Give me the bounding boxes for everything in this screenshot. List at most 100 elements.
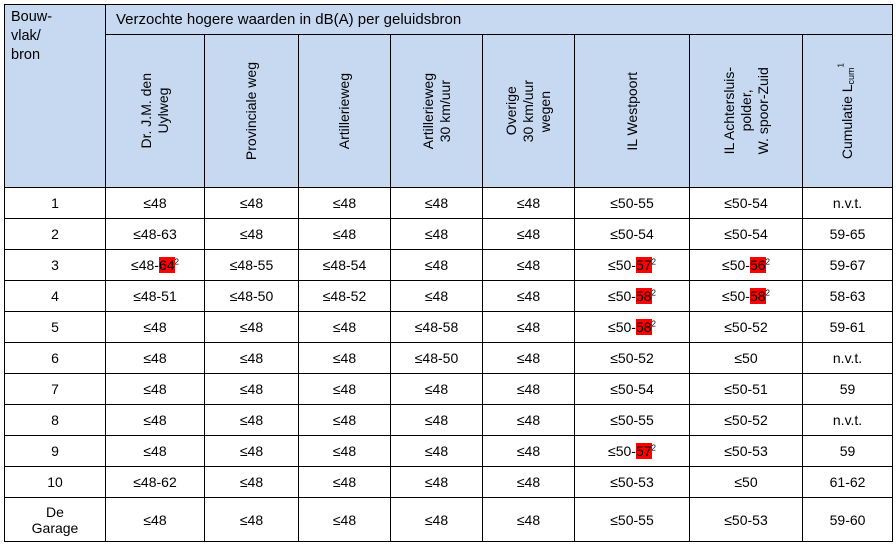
cell-value: ≤48 [239,412,264,428]
table-cell: ≤48 [204,497,299,542]
row-header: De Garage [4,497,106,542]
cell-value: ≤48 [239,443,264,459]
cell-value: ≤48 [516,381,541,397]
table-cell: ≤48 [482,404,575,436]
table-cell: ≤48-52 [298,280,391,312]
cell-value: ≤48 [239,511,264,528]
table-cell: ≤48 [390,404,483,436]
cell-highlight-value: 58 [635,319,652,335]
column-header-line: IL Westpoort [623,71,640,151]
row-header: 5 [4,311,106,343]
table-cell: n.v.t. [801,342,894,374]
row-header: 2 [4,218,106,250]
table-cell: 58-63 [801,280,894,312]
table-cell: ≤50-54 [689,187,803,219]
cell-value: ≤48 [424,412,449,428]
row-header: 3 [4,249,106,281]
table-cell: ≤48 [204,187,299,219]
corner-line: bron [11,47,41,63]
table-cell: ≤48-63 [105,218,205,250]
column-header-line: 30 km/uur [436,79,453,143]
cell-value: 59-61 [829,319,866,335]
cell-value: ≤48 [516,257,541,273]
cell-value: 59-67 [829,257,866,273]
cell-value: ≤48-62 [133,474,177,490]
column-header-line-text: Cumulatie L [839,84,856,160]
table-cell: ≤48 [298,342,391,374]
table-cell: ≤48 [390,497,483,542]
cell-value: ≤48 [143,412,167,428]
table-row: 5 ≤48 ≤48 ≤48 ≤48-58 ≤48 ≤50-582 ≤50-52 59-61 [4,311,894,343]
cell-value: ≤48 [239,474,264,490]
cell-value: ≤50-53 [724,443,768,459]
cell-value: ≤48 [516,226,541,242]
table-cell: n.v.t. [801,404,894,436]
cell-value: ≤48-50 [414,350,459,366]
table-cell: ≤50-53 [689,497,803,542]
table-cell: ≤48 [482,218,575,250]
column-header-line: Artillerieweg [419,72,436,150]
cell-value: ≤48-50 [229,288,274,304]
table-cell: ≤48 [390,280,483,312]
table-cell: ≤48 [204,435,299,467]
cell-value: ≤50-54 [724,226,768,242]
table-cell: ≤48 [298,497,391,542]
table-cell: ≤50-582 [689,280,803,312]
cell-value: ≤48 [332,381,357,397]
column-header-line: Provinciale weg [243,61,259,161]
row-header-line: 10 [47,474,63,490]
corner-line: Bouw- [11,9,53,25]
table-cell: ≤48-50 [204,280,299,312]
cell-value: ≤48 [516,288,541,304]
cell-value: ≤50-55 [610,511,654,528]
table-cell: ≤48 [105,435,205,467]
cell-value: ≤48 [516,443,541,459]
table-cell: ≤48 [105,373,205,405]
column-header-line: Overige [503,86,519,136]
cell-value: ≤50-55 [610,412,654,428]
table-cell: ≤48 [482,497,575,542]
cell-footnote-marker: 2 [651,319,656,329]
cell-value: ≤48 [332,511,357,528]
row-header-line: De [46,503,64,520]
cell-value: ≤50- [608,257,636,273]
column-header: IL Achtersluis-polder, W. spoor-Zuid [689,34,803,188]
table-cell: ≤48 [204,218,299,250]
cell-value: ≤50- [722,288,750,304]
cell-value: ≤50-53 [610,474,654,490]
table-cell: n.v.t. [801,187,894,219]
row-header-line: 6 [51,350,59,366]
table-cell: ≤48 [298,373,391,405]
cell-value: ≤50-52 [724,412,768,428]
table-cell: ≤50-55 [574,404,690,436]
cell-value: ≤48 [424,443,449,459]
table-cell: ≤48 [105,187,205,219]
cell-value: ≤48 [516,195,541,211]
cell-value: ≤48 [424,226,449,242]
table-cell: ≤48 [390,249,483,281]
cell-value: 58-63 [829,288,866,304]
cell-footnote-marker: 2 [651,288,656,298]
column-header: IL Westpoort [574,34,690,188]
table-cell: ≤48-642 [105,249,205,281]
cell-value: ≤48 [239,319,264,335]
row-header-line: Garage [31,519,79,536]
table-cell: ≤50-572 [574,249,690,281]
row-header: 6 [4,342,106,374]
cell-value: ≤50-53 [724,511,768,528]
table-cell: ≤48-54 [298,249,391,281]
table-cell: ≤50-54 [689,218,803,250]
table-cell: ≤48 [390,435,483,467]
noise-values-table: Bouw- vlak/ bron Verzochte hogere waarde… [4,4,894,542]
table-cell: ≤48 [204,404,299,436]
table-cell: ≤48-55 [204,249,299,281]
cell-value: ≤48 [143,319,167,335]
cell-value: ≤48 [516,350,541,366]
cell-footnote-marker: 2 [765,257,770,267]
cell-value: ≤50- [608,319,636,335]
column-header-line: IL Achtersluis- [720,67,737,155]
cell-value: ≤48 [143,443,167,459]
cell-value: ≤50- [608,288,636,304]
column-header: Dr. J.M. den Uylweg [105,34,205,188]
table-cell: ≤48-51 [105,280,205,312]
